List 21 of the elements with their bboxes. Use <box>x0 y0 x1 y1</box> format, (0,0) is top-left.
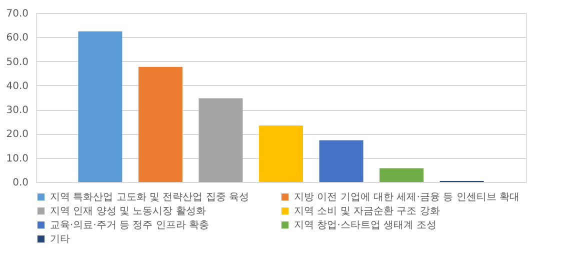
legend-label: 지역 소비 및 자금순환 구조 강화 <box>294 206 440 217</box>
legend-label: 지역 인재 양성 및 노동시장 활성화 <box>50 206 206 217</box>
y-tick-label: 40.0 <box>6 80 28 92</box>
bar <box>380 168 424 182</box>
legend-label: 지역 특화산업 고도화 및 전략산업 집중 육성 <box>50 192 250 203</box>
y-tick-label: 50.0 <box>6 56 28 68</box>
y-tick-label: 0.0 <box>12 178 28 188</box>
bar <box>259 126 303 182</box>
y-tick-label: 70.0 <box>6 8 28 20</box>
y-tick-label: 30.0 <box>6 105 28 116</box>
legend-label: 기타 <box>50 234 70 245</box>
bar <box>319 140 364 182</box>
bar <box>78 31 122 182</box>
y-tick-label: 10.0 <box>6 153 28 164</box>
legend-label: 지방 이전 기업에 대한 세제·금융 등 인센티브 확대 <box>294 192 520 203</box>
y-tick-label: 20.0 <box>6 129 28 140</box>
bar <box>198 98 243 182</box>
legend-label: 지역 창업·스타트업 생태계 조성 <box>294 220 437 231</box>
legend-label: 교육·의료·주거 등 정주 인프라 확충 <box>50 220 210 231</box>
bar <box>138 66 182 182</box>
y-tick-label: 60.0 <box>6 32 28 44</box>
